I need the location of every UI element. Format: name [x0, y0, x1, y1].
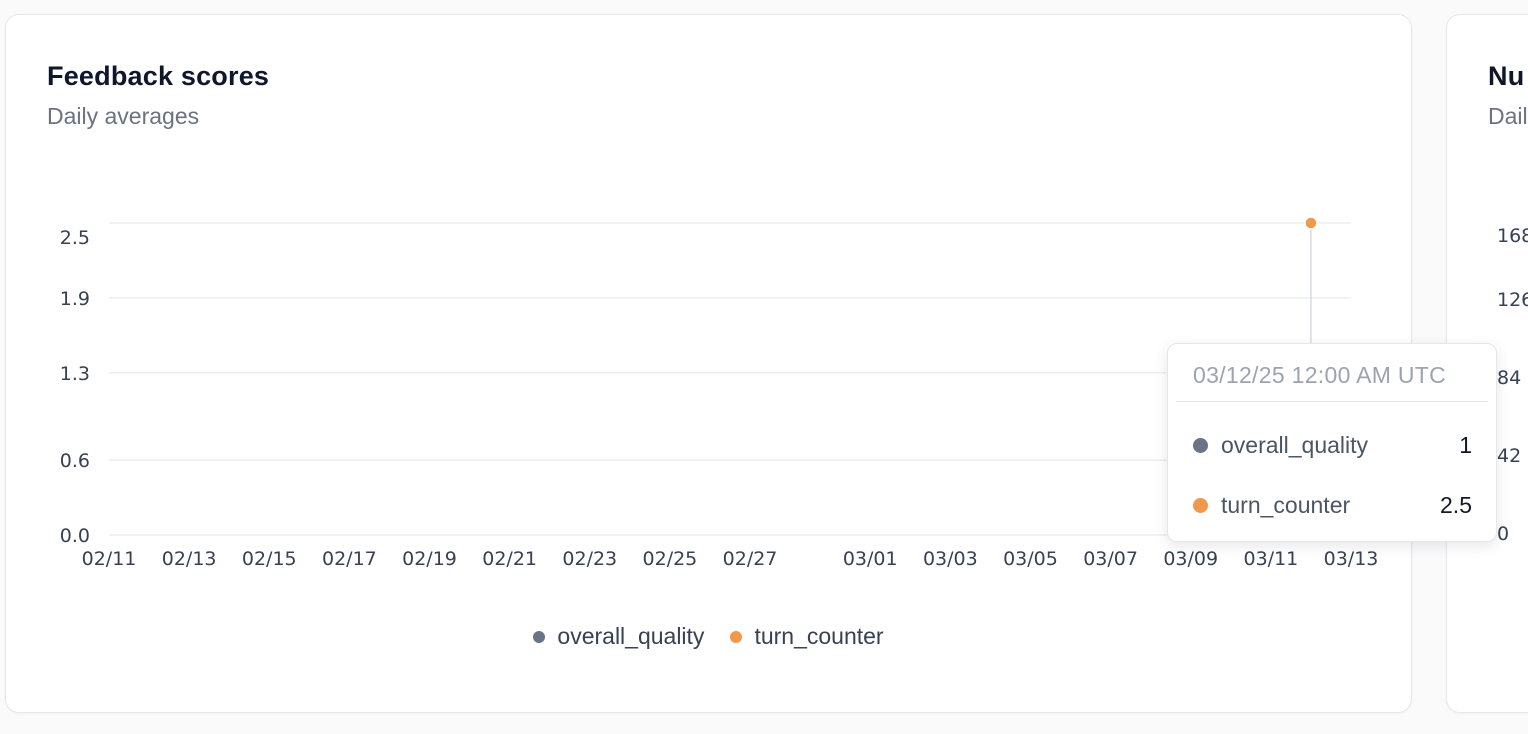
x-tick-label: 02/27 [723, 548, 778, 570]
tooltip-timestamp: 03/12/25 12:00 AM UTC [1193, 362, 1447, 388]
next-y-tick: 42 [1497, 445, 1522, 467]
y-tick-label: 0.0 [60, 525, 90, 547]
card-subtitle: Daily averages [47, 103, 200, 129]
chart-tooltip: 03/12/25 12:00 AM UTC overall_quality 1 … [1167, 343, 1497, 542]
tooltip-series-name: overall_quality [1221, 432, 1369, 458]
tooltip-series-name: turn_counter [1221, 492, 1351, 518]
card-title: Feedback scores [47, 61, 270, 91]
x-tick-label: 02/19 [402, 548, 457, 570]
next-card-subtitle: Dail [1488, 103, 1528, 129]
tooltip-dot-overall-quality [1193, 438, 1208, 453]
legend-item-overall-quality[interactable]: overall_quality [533, 623, 704, 650]
next-y-tick: 0 [1497, 523, 1510, 545]
y-tick-label: 2.5 [60, 227, 90, 249]
x-tick-label: 02/25 [643, 548, 698, 570]
y-tick-label: 1.3 [60, 363, 90, 385]
feedback-scores-chart[interactable]: 0.0 0.6 1.3 1.9 2.5 02/11 02/13 02/15 02/17 02/19… [6, 15, 1411, 615]
x-tick-label: 02/13 [162, 548, 217, 570]
x-tick-label: 03/03 [923, 548, 978, 570]
tooltip-dot-turn-counter [1193, 498, 1208, 513]
chart-legend: overall_quality turn_counter [6, 623, 1411, 650]
next-card-title: Nu [1488, 61, 1525, 91]
tooltip-series-value: 2.5 [1440, 492, 1472, 518]
x-tick-label: 02/23 [562, 548, 617, 570]
x-tick-label: 03/11 [1243, 548, 1298, 570]
tooltip-series-value: 1 [1459, 432, 1472, 458]
x-tick-label: 02/11 [82, 548, 137, 570]
tooltip-row-overall-quality: overall_quality 1 [1193, 432, 1472, 459]
legend-dot-overall-quality [533, 630, 546, 643]
x-tick-label: 03/01 [843, 548, 898, 570]
x-tick-label: 02/15 [242, 548, 297, 570]
legend-dot-turn-counter [730, 630, 743, 643]
data-point-turn-counter[interactable] [1304, 216, 1318, 230]
legend-label-overall-quality: overall_quality [557, 623, 705, 649]
x-tick-label: 03/09 [1163, 548, 1218, 570]
x-tick-label: 03/07 [1083, 548, 1138, 570]
next-y-tick: 84 [1497, 367, 1522, 389]
x-tick-label: 03/05 [1003, 548, 1058, 570]
legend-label-turn-counter: turn_counter [754, 623, 884, 649]
y-tick-label: 1.9 [60, 288, 90, 310]
y-tick-label: 0.6 [60, 450, 90, 472]
tooltip-row-turn-counter: turn_counter 2.5 [1193, 492, 1472, 519]
x-tick-label: 02/21 [482, 548, 537, 570]
tooltip-divider [1176, 401, 1488, 402]
next-y-tick: 168 [1497, 225, 1528, 247]
next-y-tick: 126 [1497, 289, 1528, 311]
x-tick-label: 02/17 [322, 548, 377, 570]
x-tick-label: 03/13 [1324, 548, 1379, 570]
legend-item-turn-counter[interactable]: turn_counter [730, 623, 884, 650]
